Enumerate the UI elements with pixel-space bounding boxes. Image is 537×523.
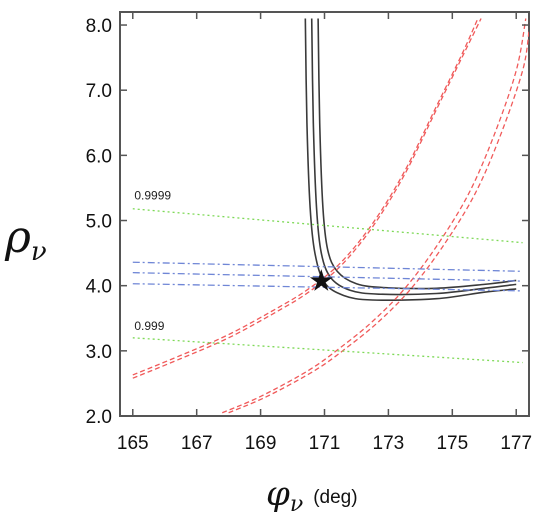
series-line-green-11: [132, 208, 523, 244]
series-line-blue-10: [132, 283, 523, 292]
y-axis-ticks: 2.0 3.0 4.0 5.0 6.0 7.0 8.0: [86, 16, 529, 428]
x-tick-label: 169: [245, 433, 277, 454]
series-line-blue-9: [132, 271, 523, 282]
series-line-black-3: [317, 18, 517, 290]
x-axis-label: φν (deg): [266, 474, 358, 517]
y-axis-label: ρν: [4, 212, 47, 267]
best-fit-star-marker: [309, 269, 333, 291]
series-line-black-1: [304, 18, 517, 302]
x-tick-label: 171: [309, 433, 341, 454]
contour-level-label-2: 0.999: [134, 319, 164, 333]
y-axis-subscript: ν: [31, 237, 47, 267]
x-axis-ticks: 165 167 169 171 173 175 177: [117, 12, 532, 454]
x-tick-label: 165: [117, 433, 149, 454]
series-line-red-4: [132, 18, 482, 379]
series-line-red-5: [132, 18, 479, 376]
series-line-black-2: [310, 18, 517, 296]
y-tick-label: 4.0: [86, 277, 112, 298]
series-line-red-6: [221, 18, 527, 414]
x-tick-label: 175: [436, 433, 468, 454]
y-tick-label: 6.0: [86, 146, 112, 167]
x-axis-unit: (deg): [313, 487, 357, 508]
contour-level-label-1: 0.9999: [134, 189, 171, 203]
y-tick-label: 3.0: [86, 342, 112, 363]
series-line-blue-8: [132, 261, 523, 272]
y-tick-label: 8.0: [86, 16, 112, 37]
x-axis-symbol: φ: [266, 474, 290, 514]
annotation-layer: 0.9999 0.999: [134, 189, 171, 333]
y-tick-label: 5.0: [86, 212, 112, 233]
y-axis-symbol: ρ: [4, 212, 31, 263]
series-line-green-12: [132, 337, 523, 364]
x-tick-label: 177: [500, 433, 532, 454]
y-tick-label: 2.0: [86, 407, 112, 428]
y-tick-label: 7.0: [86, 81, 112, 102]
x-tick-label: 173: [373, 433, 405, 454]
x-tick-label: 167: [181, 433, 213, 454]
series-layer: [132, 18, 529, 414]
series-line-red-7: [228, 31, 529, 414]
x-axis-subscript: ν: [290, 492, 303, 517]
